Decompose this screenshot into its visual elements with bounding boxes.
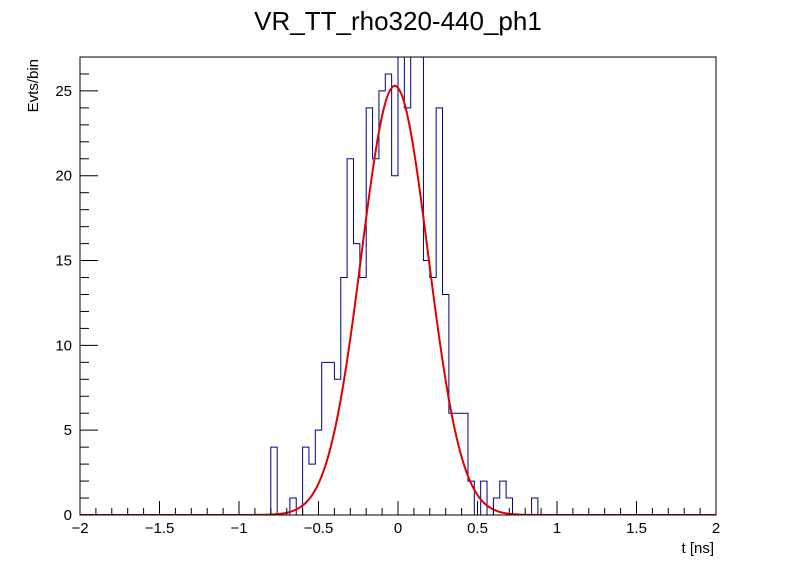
chart-title: VR_TT_rho320-440_ph1: [254, 6, 542, 36]
y-axis: 0 5 10 15 20 25: [55, 56, 98, 524]
histogram-steps: [80, 57, 716, 515]
x-axis-label: t [ns]: [681, 540, 714, 557]
x-tick-label: 1: [553, 520, 561, 537]
x-tick-label: −0.5: [304, 520, 334, 537]
x-tick-label: −1: [230, 520, 247, 537]
y-axis-label: Evts/bin: [25, 59, 42, 112]
y-tick-label: 0: [64, 507, 72, 524]
x-tick-label: 1.5: [626, 520, 647, 537]
gaussian-fit-curve: [80, 84, 716, 515]
x-axis: −2 −1.5 −1 −0.5 0 0.5 1 1.5 2: [71, 501, 720, 537]
x-tick-label: 0.5: [467, 520, 488, 537]
x-tick-label: −2: [71, 520, 88, 537]
y-tick-label: 25: [55, 83, 72, 100]
y-tick-label: 10: [55, 337, 72, 354]
fit-layer: [80, 84, 716, 515]
histogram-layer: [80, 57, 716, 515]
y-tick-label: 20: [55, 168, 72, 185]
y-tick-label: 5: [64, 422, 72, 439]
x-tick-label: 2: [712, 520, 720, 537]
x-tick-label: −1.5: [145, 520, 175, 537]
y-tick-label: 15: [55, 253, 72, 270]
x-tick-label: 0: [394, 520, 402, 537]
